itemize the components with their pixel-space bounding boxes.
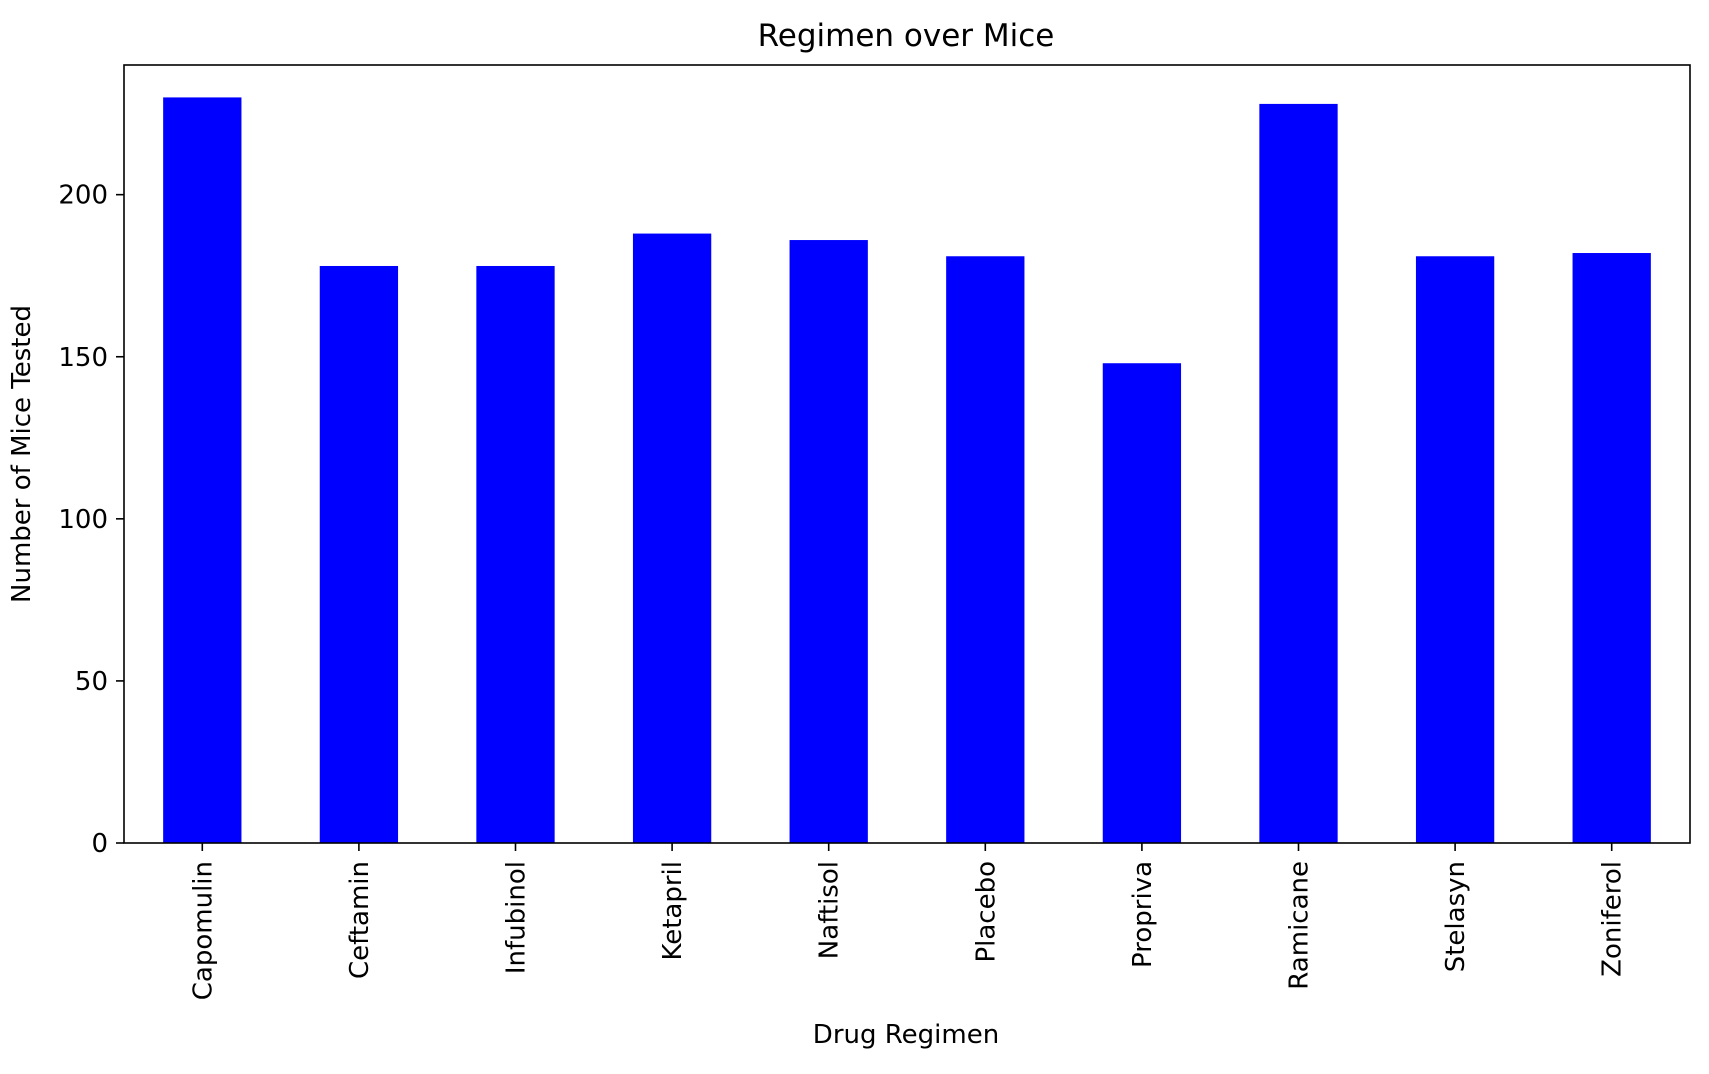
bar-capomulin bbox=[163, 97, 242, 843]
x-axis-label: Drug Regimen bbox=[813, 1020, 999, 1050]
bar-stelasyn bbox=[1415, 256, 1495, 844]
bar-placebo bbox=[946, 256, 1025, 844]
x-tick-label-infubinol: Infubinol bbox=[502, 861, 532, 974]
y-tick-label: 100 bbox=[58, 505, 108, 535]
y-tick-label: 0 bbox=[91, 829, 108, 859]
bar-zoniferol bbox=[1572, 253, 1651, 843]
x-tick-label-capomulin: Capomulin bbox=[188, 861, 218, 1000]
y-tick-label: 150 bbox=[58, 343, 108, 373]
x-tick-label-ceftamin: Ceftamin bbox=[345, 861, 375, 979]
x-axis-ticks: Capomulin Ceftamin Infubinol Ketapril Naftis… bbox=[188, 843, 1628, 1000]
x-tick-label-zoniferol: Zoniferol bbox=[1598, 861, 1628, 977]
plot-frame bbox=[123, 64, 1691, 844]
bar-naftisol bbox=[789, 240, 868, 844]
chart-title: Regimen over Mice bbox=[758, 18, 1055, 54]
y-axis-ticks: 0 50 100 150 200 bbox=[58, 181, 124, 859]
x-tick-label-ramicane: Ramicane bbox=[1285, 861, 1315, 990]
y-tick-label: 200 bbox=[58, 181, 108, 211]
x-tick-label-stelasyn: Stelasyn bbox=[1441, 861, 1471, 972]
y-axis-label: Number of Mice Tested bbox=[7, 305, 37, 603]
bar-ceftamin bbox=[319, 265, 399, 843]
x-tick-label-placebo: Placebo bbox=[971, 861, 1001, 963]
y-tick-label: 50 bbox=[75, 667, 108, 697]
x-tick-label-naftisol: Naftisol bbox=[815, 861, 845, 959]
bar-ramicane bbox=[1259, 103, 1338, 843]
bars-group bbox=[163, 97, 1651, 844]
bar-infubinol bbox=[476, 265, 555, 843]
bar-ketapril bbox=[632, 233, 712, 844]
x-tick-label-ketapril: Ketapril bbox=[658, 861, 688, 961]
x-tick-label-propriva: Propriva bbox=[1128, 861, 1158, 968]
bar-propriva bbox=[1102, 363, 1182, 843]
